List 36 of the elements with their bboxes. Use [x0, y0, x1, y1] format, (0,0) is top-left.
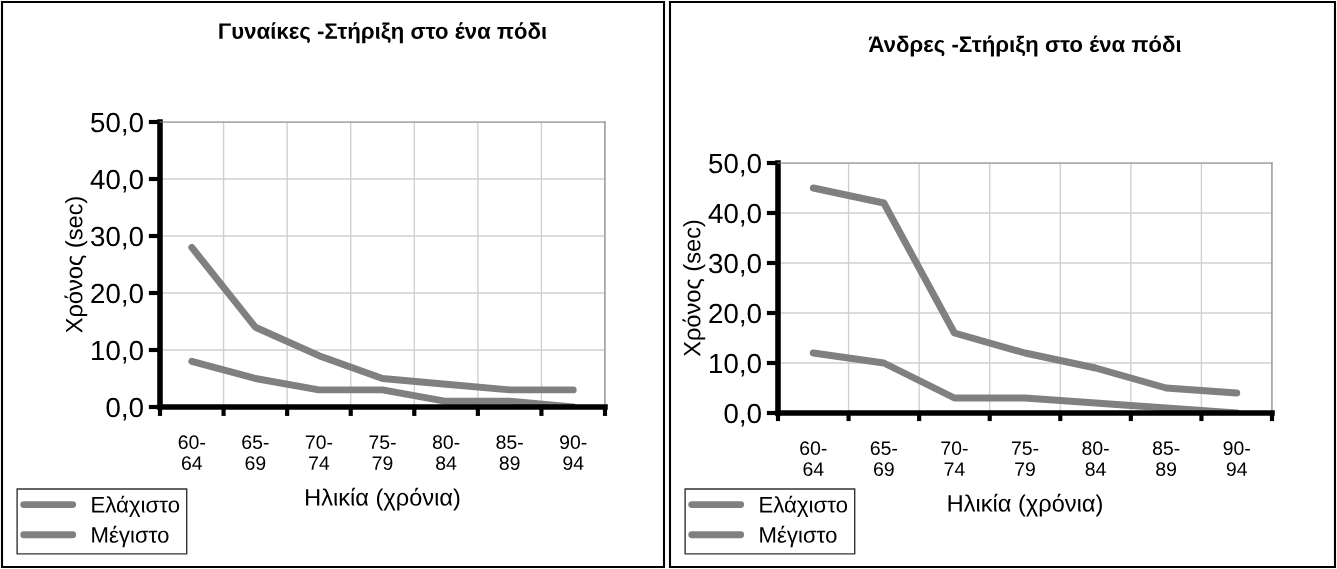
y-tick-label: 40,0: [708, 203, 761, 227]
x-tick-label: 60-64: [178, 435, 205, 470]
x-axis-title: Ηλικία (χρόνια): [306, 487, 460, 511]
chart-title: Άνδρες -Στήριξη στο ένα πόδι: [868, 35, 1181, 57]
x-tick-label: 90-94: [1223, 441, 1250, 476]
chart-title: Γυναίκες -Στήριξη στο ένα πόδι: [219, 22, 547, 44]
x-tick-label: 65-69: [870, 441, 898, 476]
y-tick-label: 20,0: [91, 283, 143, 307]
y-tick-label: 50,0: [91, 112, 143, 136]
x-tick-label: 80-84: [432, 435, 460, 470]
x-axis-title: Ηλικία (χρόνια): [948, 493, 1102, 517]
legend-label: Ελάχιστο: [760, 495, 848, 517]
y-tick-label: 30,0: [709, 253, 761, 277]
x-tick-label: 60-64: [800, 441, 827, 476]
x-tick-label: 75-79: [369, 435, 396, 470]
legend-label: Μέγιστο: [92, 525, 169, 548]
x-tick-label: 75-79: [1011, 441, 1039, 476]
y-tick-label: 30,0: [91, 226, 143, 250]
legend-label: Ελάχιστο: [92, 495, 180, 517]
x-tick-label: 70-74: [941, 441, 968, 476]
x-tick-label: 85-89: [1152, 441, 1180, 476]
x-tick-label: 80-84: [1082, 441, 1109, 476]
y-axis-title: Χρόνος (sec): [64, 197, 88, 333]
x-tick-label: 70-74: [305, 435, 333, 470]
y-tick-label: 10,0: [710, 353, 761, 377]
legend-label: Μέγιστο: [760, 525, 837, 548]
y-tick-label: 20,0: [709, 303, 761, 327]
x-tick-label: 65-69: [242, 435, 269, 470]
y-tick-label: 40,0: [90, 169, 143, 193]
y-axis-title: Χρόνος (sec): [682, 220, 706, 357]
y-tick-label: 0,0: [106, 397, 143, 421]
y-tick-label: 0,0: [724, 403, 761, 427]
x-tick-label: 85-89: [496, 435, 523, 470]
y-tick-label: 10,0: [92, 340, 143, 364]
x-tick-label: 90-94: [560, 435, 587, 470]
y-tick-label: 50,0: [709, 153, 761, 177]
